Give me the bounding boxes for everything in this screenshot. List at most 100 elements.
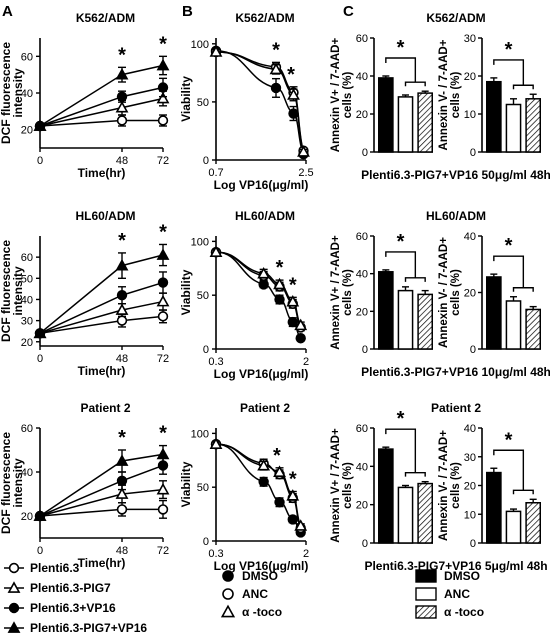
series--toco [209,45,310,157]
x-axis-label: Time(hr) [78,364,126,378]
y-tick-label: 30 [21,316,33,328]
legend-marker [8,562,20,574]
series-plenti6-3-pig7 [33,90,170,131]
y-axis-label: Annexin V- / 7-AAD+ [438,430,450,541]
data-point [287,514,298,525]
y-tick-label: 20 [356,500,368,512]
series--toco [209,437,308,531]
y-tick-label: 30 [464,452,476,464]
data-point [294,318,308,331]
series-plenti6-3-pig7-vp16 [33,444,170,521]
y-axis-label: cells (%) [450,72,462,119]
legend-item: α -toco [220,604,282,619]
bar-anc [505,300,522,350]
y-tick-label: 40 [356,71,368,83]
significance-star: * [397,231,405,253]
bar-anc [397,289,414,350]
y-tick-label: 0 [203,155,209,167]
bar-anc [397,96,414,153]
y-tick-label: 20 [464,288,476,300]
x-axis-label: Time(hr) [78,556,126,570]
chart-title: K562/ADM [76,11,135,25]
chart-caption: Plenti6.3-PIG7+VP16 50μg/ml 48h [361,168,550,182]
x-tick-label: 2 [303,548,309,560]
y-tick-label: 20 [356,109,368,121]
y-tick-label: 40 [21,467,33,479]
legend-marker [7,581,21,593]
data-point [274,294,285,305]
x-tick-label: 0.3 [208,548,223,560]
panel-letter-c: C [343,3,354,20]
legend-item: ANC [222,587,268,601]
y-axis-label: intensity [11,458,25,508]
legend-swatch [415,569,437,583]
bracket-high [493,255,525,288]
y-axis-label: intensity [11,68,25,118]
data-point [156,482,170,495]
chart-B3: 0 50 100 0.3 2 Patient 2 Log VP16(μg/ml) Viabil… [179,401,309,573]
data-point [33,119,47,131]
data-point [116,290,128,301]
data-point [115,258,129,271]
x-tick-label: 2 [303,356,309,368]
x-tick-label: 0 [37,155,43,167]
chart-title: Patient 2 [80,401,130,415]
y-tick-label: 60 [356,231,368,243]
y-tick-label: 10 [464,109,476,121]
significance-star: * [287,64,295,86]
bar--toco [525,502,541,544]
y-axis-label: Viability [179,461,193,507]
y-axis-label: cells (%) [342,462,354,509]
chart-title: K562/ADM [235,11,294,25]
significance-star: * [118,230,126,252]
legend-item: DMSO [222,569,278,583]
series--toco [209,245,308,331]
legend-marker [220,604,236,618]
y-tick-label: 40 [464,231,476,243]
data-point [270,82,282,94]
y-axis-label: Viability [179,269,193,315]
bracket-high [493,449,525,491]
y-tick-label: 40 [356,269,368,281]
legend-label: Plenti6.3+VP16 [30,601,116,615]
data-point [33,326,47,339]
chart-B2: 0 50 100 0.3 2 HL60/ADM Log VP16(μg/ml) Viabili… [179,209,309,381]
data-point [115,454,129,466]
bracket-low [404,471,426,477]
legend-label: ANC [444,587,470,601]
data-point [287,88,300,100]
chart-title: K562/ADM [426,11,485,25]
data-point [156,294,170,307]
bar-anc [505,510,522,544]
y-tick-label: 60 [356,33,368,45]
y-axis-label: cells (%) [450,269,462,316]
legend-item: Plenti6.3-PIG7+VP16 [4,621,147,635]
significance-star: * [118,427,126,449]
significance-star: * [159,33,167,55]
legend-item: DMSO [415,569,480,583]
y-tick-label: 20 [464,481,476,493]
chart-C2b: 0 20 40 Annexin V- / 7-AAD+ cells (%) Plenti6… [361,231,550,379]
significance-star: * [289,468,297,490]
y-tick-label: 60 [21,423,33,435]
chart-C1b: 0 10 20 30 Annexin V- / 7-AAD+ cells (%) Plent… [361,33,550,182]
data-point [286,294,300,307]
y-axis-label: DCF fluorescence [0,432,13,534]
chart-B1: 0 50 100 0.7 2.5 K562/ADM Log VP16(μg/ml) Viabi… [179,11,314,192]
y-tick-label: 0 [470,538,476,550]
significance-star: * [273,445,281,467]
data-point [274,497,285,508]
y-tick-label: 0 [362,344,368,356]
chart-title: HL60/ADM [75,209,135,223]
significance-star: * [505,235,513,257]
data-point [258,476,269,488]
bracket-high [493,59,525,86]
data-point [157,115,169,126]
x-tick-label: 48 [116,545,128,557]
legend-item: Plenti6.3 [4,561,80,575]
legend-marker [7,621,21,633]
data-point [115,303,129,315]
